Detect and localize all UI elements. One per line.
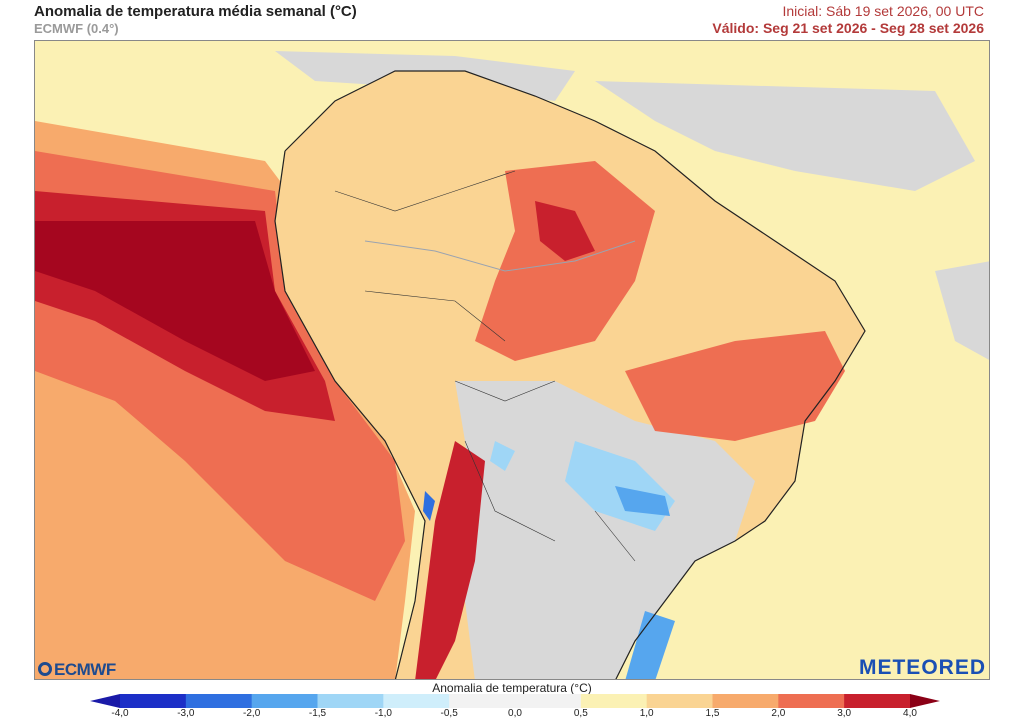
legend-title: Anomalia de temperatura (°C) <box>432 681 592 695</box>
legend-tick-label: 0,5 <box>573 708 588 719</box>
colorbar-segment <box>778 694 845 708</box>
initial-time: Inicial: Sáb 19 set 2026, 00 UTC <box>782 3 984 19</box>
legend-tick-label: 2,0 <box>771 708 786 719</box>
legend-tick-label: -1,5 <box>308 708 327 719</box>
atlantic-neutral <box>595 81 975 191</box>
east-atlantic-neutral <box>935 261 989 360</box>
chile-cold <box>423 491 435 521</box>
colorbar-segment <box>251 694 318 708</box>
colorbar-segment <box>646 694 713 708</box>
colorbar-high-arrow <box>910 694 940 708</box>
colorbar <box>90 694 940 708</box>
country-borders <box>334 170 636 562</box>
northeast-hot <box>625 331 845 441</box>
legend-tick-label: 3,0 <box>837 708 852 719</box>
colorbar-segment <box>580 694 648 708</box>
colorbar-segment <box>120 694 187 708</box>
map-title: Anomalia de temperatura média semanal (°… <box>34 3 357 20</box>
amazon-very-hot <box>535 201 595 261</box>
colorbar-segment <box>185 694 253 708</box>
colorbar-segment <box>712 694 779 708</box>
meteored-logo: METEORED <box>858 656 986 679</box>
colorbar-segment <box>515 694 582 708</box>
legend-tick-label: -1,0 <box>374 708 392 719</box>
legend-tick-label: -3,0 <box>177 708 195 719</box>
amazon-river <box>364 240 636 272</box>
ecmwf-logo-text: ECMWF <box>54 660 116 679</box>
legend-tick-label: 1,0 <box>639 708 654 719</box>
colorbar-segment <box>317 694 384 708</box>
legend-tick-label: 4,0 <box>903 708 917 719</box>
ecmwf-ring-icon <box>38 662 52 676</box>
legend-tick-label: 1,5 <box>705 708 720 719</box>
colorbar-segment <box>844 694 911 708</box>
andes-hot <box>415 441 485 679</box>
map-canvas <box>35 41 989 679</box>
anomaly-map[interactable] <box>34 40 990 680</box>
colorbar-segment <box>449 694 516 708</box>
brazil-cold <box>615 486 670 516</box>
coastline <box>274 70 866 679</box>
model-label: ECMWF (0.4°) <box>34 21 119 36</box>
legend-tick-label: -0,5 <box>440 708 458 719</box>
bolivia-cool <box>490 441 515 471</box>
pacific-extreme <box>35 221 315 381</box>
south-atlantic-cold <box>625 611 675 679</box>
legend-tick-label: 0,0 <box>508 708 522 719</box>
ecmwf-logo: ECMWF <box>38 660 116 680</box>
valid-period: Válido: Seg 21 set 2026 - Seg 28 set 202… <box>712 20 984 36</box>
legend-tick-labels: -4,0 -3,0 -2,0 -1,5 -1,0 -0,5 0,0 0,5 1,0 1,5 2,0 3… <box>0 708 1024 720</box>
legend-tick-label: -2,0 <box>243 708 261 719</box>
colorbar-low-arrow <box>90 694 120 708</box>
legend-tick-label: -4,0 <box>111 708 129 719</box>
north-pale-region <box>165 41 989 161</box>
south-neutral <box>455 381 755 679</box>
colorbar-segment <box>383 694 450 708</box>
